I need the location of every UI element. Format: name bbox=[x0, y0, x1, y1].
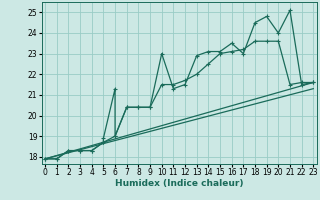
X-axis label: Humidex (Indice chaleur): Humidex (Indice chaleur) bbox=[115, 179, 244, 188]
